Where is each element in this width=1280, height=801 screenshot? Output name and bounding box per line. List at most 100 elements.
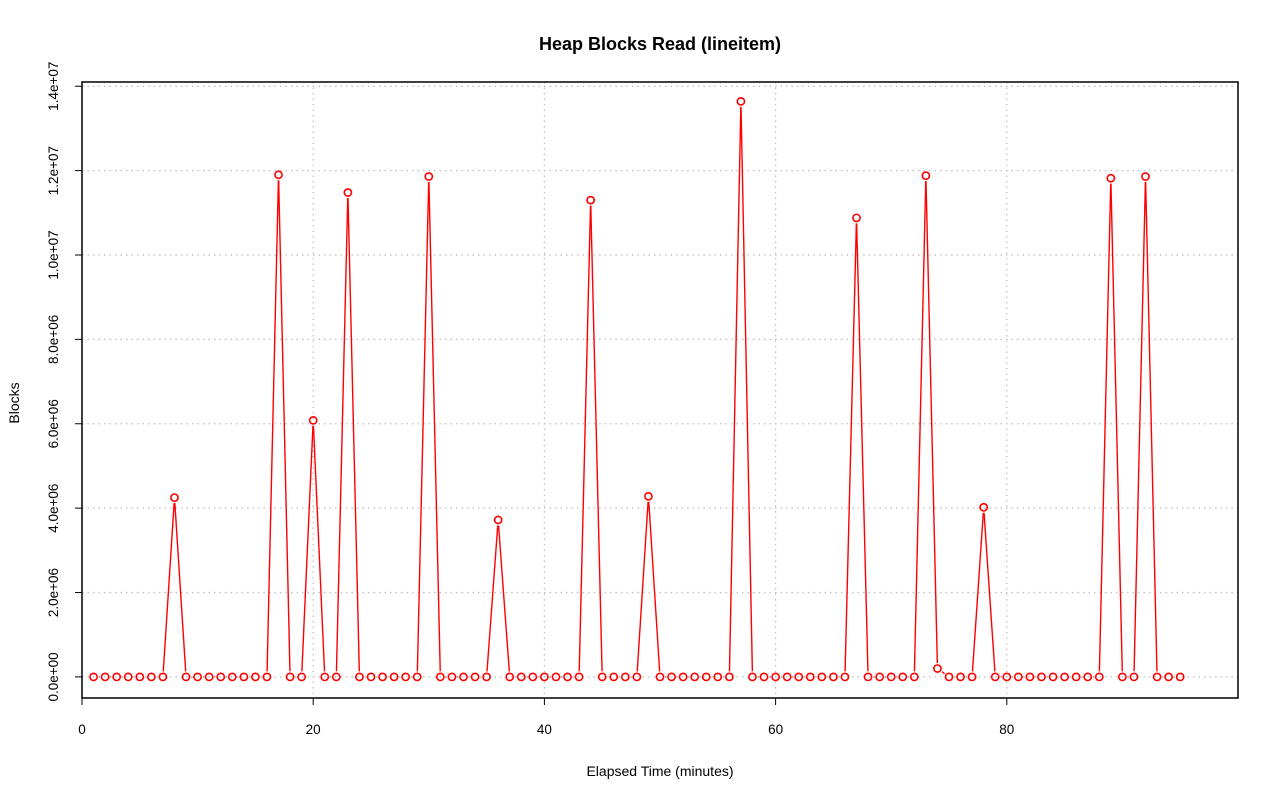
series-line-segment (174, 503, 187, 672)
data-point (805, 672, 815, 682)
data-point (158, 672, 168, 682)
data-point (574, 672, 584, 682)
data-point (447, 672, 457, 682)
series-line-segment (301, 425, 314, 672)
y-tick-label: 2.0e+06 (46, 568, 61, 617)
data-point (620, 672, 630, 682)
data-point (852, 213, 861, 223)
data-point (135, 672, 145, 682)
data-point (493, 515, 503, 525)
data-point (713, 672, 723, 682)
series-line-segment (578, 205, 592, 672)
y-axis: 0.0e+00 2.0e+06 4.0e+06 6.0e+06 8.0e+06 1.0e+… (46, 62, 83, 701)
series-line-segment (416, 181, 430, 672)
series-line-segment (844, 223, 858, 672)
series-line-segment (1098, 183, 1112, 672)
data-point (355, 672, 364, 682)
data-point (840, 672, 850, 682)
x-tick-label: 80 (999, 722, 1014, 737)
data-point (1048, 672, 1058, 682)
data-point (782, 672, 792, 682)
data-point (724, 672, 734, 682)
data-point (262, 672, 272, 682)
y-tick-label: 0.0e+00 (46, 652, 61, 701)
series-line-segment (971, 512, 985, 672)
data-point (470, 672, 480, 682)
x-tick-label: 60 (768, 722, 783, 737)
series-line-segment (486, 525, 499, 672)
data-point (505, 672, 515, 682)
data-point (1002, 672, 1012, 682)
data-point (597, 672, 607, 682)
series-line-segment (277, 180, 291, 672)
series-line-segment (1144, 181, 1158, 672)
data-point (331, 672, 341, 682)
data-point (389, 672, 399, 682)
y-tick-label: 1.4e+07 (46, 62, 61, 111)
x-tick-label: 0 (78, 722, 86, 737)
series-line-segment (347, 198, 361, 672)
x-tick-label: 20 (306, 722, 321, 737)
data-point (308, 415, 318, 425)
data-point (1118, 672, 1127, 682)
data-point (1152, 672, 1162, 682)
y-tick-label: 4.0e+06 (46, 484, 61, 533)
data-point (401, 672, 411, 682)
series-line-segment (266, 180, 280, 672)
data-point (146, 672, 156, 682)
data-point (216, 672, 226, 682)
series-line-segment (1133, 181, 1147, 672)
series-line-segment (648, 501, 661, 672)
data-point (204, 672, 214, 682)
x-tick-label: 40 (537, 722, 552, 737)
data-point (1037, 672, 1046, 682)
data-point (990, 672, 1000, 682)
data-point (967, 672, 977, 682)
series-line-segment (335, 198, 349, 672)
data-point (239, 672, 249, 682)
data-point (979, 502, 989, 512)
data-point (655, 672, 665, 682)
data-point (528, 672, 538, 682)
data-point (516, 672, 526, 682)
y-tick-label: 8.0e+06 (46, 315, 61, 364)
data-point (701, 672, 711, 682)
data-point (1083, 672, 1093, 682)
plot-frame (81, 81, 1239, 699)
data-point (459, 672, 468, 682)
data-point (424, 172, 434, 181)
data-point (1175, 672, 1185, 682)
data-point (817, 672, 827, 682)
y-tick-label: 1.2e+07 (46, 146, 61, 195)
data-point (759, 672, 769, 682)
data-point (1071, 672, 1081, 682)
data-point (736, 97, 746, 106)
series-line-segment (855, 223, 869, 672)
data-point (690, 672, 700, 682)
data-point (667, 672, 676, 682)
series-line-segment (312, 425, 326, 672)
data-point (829, 672, 838, 682)
data-point (250, 672, 260, 682)
data-point (482, 672, 491, 682)
data-point (1060, 672, 1069, 682)
data-point (748, 672, 757, 682)
series-line-segment (941, 671, 945, 675)
data-point (886, 672, 896, 682)
data-point (412, 672, 422, 682)
data-point (678, 672, 688, 682)
data-point (320, 672, 330, 682)
series-line-segment (590, 205, 603, 672)
series-line-segment (913, 181, 927, 672)
data-point (632, 672, 642, 682)
data-point (540, 672, 549, 682)
data-point (274, 170, 283, 180)
data-point (1129, 672, 1139, 682)
data-point (794, 672, 804, 682)
series-line-segment (636, 501, 649, 672)
chart-title: Heap Blocks Read (lineitem) (539, 34, 781, 54)
series-line-segment (983, 512, 996, 672)
data-point (1013, 672, 1023, 682)
data-point (366, 672, 376, 682)
